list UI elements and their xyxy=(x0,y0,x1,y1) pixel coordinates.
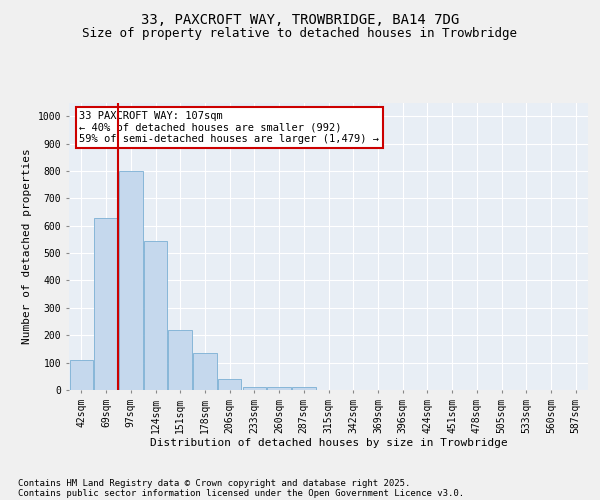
Bar xyxy=(268,386,291,390)
Bar xyxy=(94,218,118,390)
Text: 33, PAXCROFT WAY, TROWBRIDGE, BA14 7DG: 33, PAXCROFT WAY, TROWBRIDGE, BA14 7DG xyxy=(141,12,459,26)
X-axis label: Distribution of detached houses by size in Trowbridge: Distribution of detached houses by size … xyxy=(149,438,508,448)
Bar xyxy=(144,241,167,390)
Y-axis label: Number of detached properties: Number of detached properties xyxy=(22,148,32,344)
Bar xyxy=(193,353,217,390)
Text: Size of property relative to detached houses in Trowbridge: Size of property relative to detached ho… xyxy=(83,28,517,40)
Bar xyxy=(169,330,192,390)
Bar xyxy=(119,171,143,390)
Bar xyxy=(218,379,241,390)
Bar xyxy=(70,360,93,390)
Text: Contains public sector information licensed under the Open Government Licence v3: Contains public sector information licen… xyxy=(18,488,464,498)
Bar xyxy=(242,386,266,390)
Bar xyxy=(292,388,316,390)
Text: 33 PAXCROFT WAY: 107sqm
← 40% of detached houses are smaller (992)
59% of semi-d: 33 PAXCROFT WAY: 107sqm ← 40% of detache… xyxy=(79,111,379,144)
Text: Contains HM Land Registry data © Crown copyright and database right 2025.: Contains HM Land Registry data © Crown c… xyxy=(18,478,410,488)
